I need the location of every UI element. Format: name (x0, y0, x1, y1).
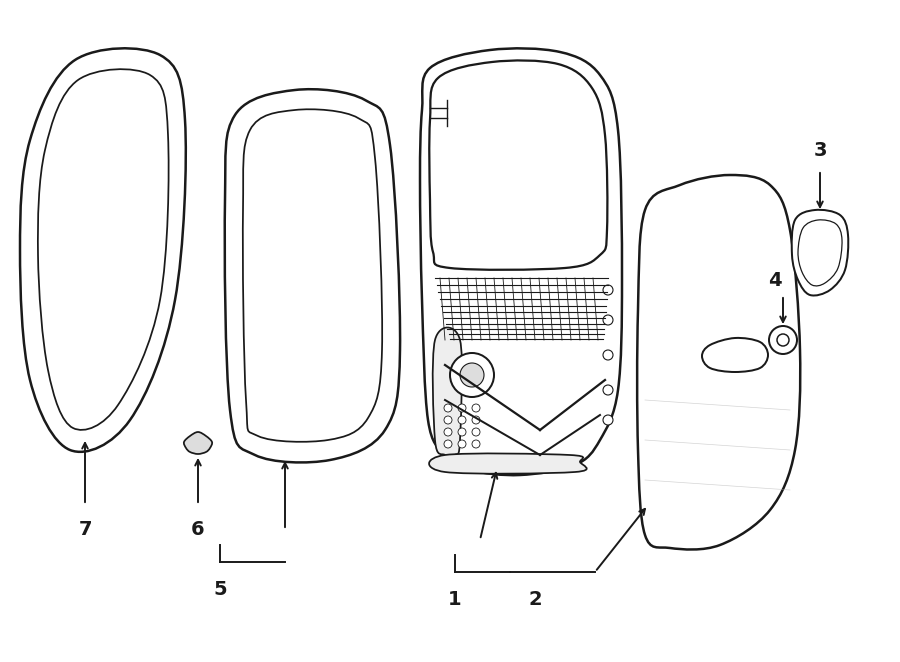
Circle shape (603, 415, 613, 425)
Circle shape (458, 416, 466, 424)
Circle shape (556, 456, 564, 464)
Circle shape (450, 353, 494, 397)
Circle shape (472, 404, 480, 412)
Circle shape (444, 440, 452, 448)
Text: 1: 1 (448, 590, 462, 609)
Circle shape (777, 334, 789, 346)
Circle shape (603, 385, 613, 395)
Circle shape (446, 456, 454, 464)
Circle shape (458, 404, 466, 412)
PathPatch shape (637, 175, 800, 549)
Circle shape (603, 350, 613, 360)
PathPatch shape (20, 48, 185, 452)
PathPatch shape (792, 210, 849, 295)
Circle shape (472, 428, 480, 436)
Text: 3: 3 (814, 141, 827, 160)
Text: 2: 2 (528, 590, 542, 609)
PathPatch shape (184, 432, 212, 454)
Circle shape (458, 428, 466, 436)
PathPatch shape (798, 220, 842, 286)
Circle shape (472, 416, 480, 424)
PathPatch shape (429, 60, 608, 270)
Text: 7: 7 (78, 520, 92, 539)
Circle shape (458, 440, 466, 448)
Circle shape (769, 326, 797, 354)
PathPatch shape (243, 109, 382, 442)
PathPatch shape (433, 328, 462, 457)
Text: 6: 6 (191, 520, 205, 539)
Circle shape (496, 456, 504, 464)
PathPatch shape (420, 48, 622, 475)
Circle shape (460, 363, 484, 387)
Circle shape (603, 285, 613, 295)
Text: 4: 4 (769, 271, 782, 290)
Circle shape (472, 440, 480, 448)
Circle shape (471, 456, 479, 464)
Circle shape (444, 416, 452, 424)
Circle shape (526, 456, 534, 464)
Circle shape (603, 315, 613, 325)
PathPatch shape (429, 453, 587, 474)
Circle shape (444, 428, 452, 436)
PathPatch shape (702, 338, 768, 372)
PathPatch shape (225, 89, 400, 463)
Text: 5: 5 (213, 580, 227, 599)
Circle shape (444, 404, 452, 412)
PathPatch shape (38, 70, 168, 430)
